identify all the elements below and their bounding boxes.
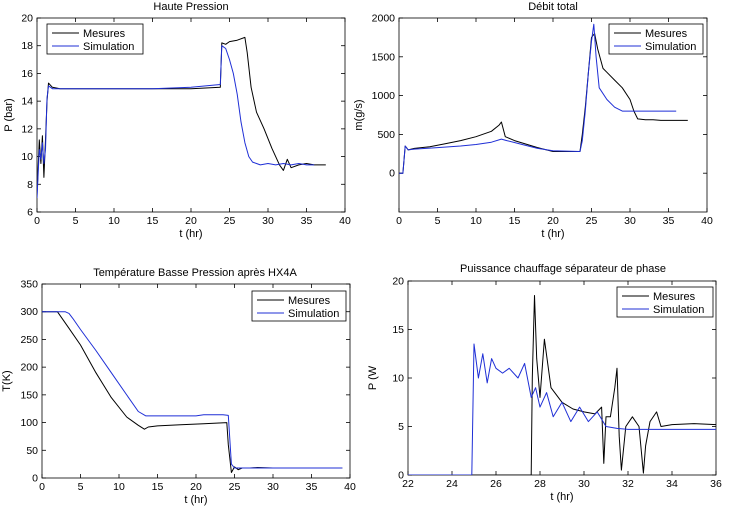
chart-title: Haute Pression bbox=[153, 1, 228, 13]
y-tick-label: 150 bbox=[20, 389, 38, 401]
x-tick-label: 15 bbox=[152, 481, 164, 493]
x-tick-label: 30 bbox=[578, 478, 590, 490]
x-tick-label: 34 bbox=[666, 478, 678, 490]
x-tick-label: 5 bbox=[435, 215, 441, 227]
x-tick-label: 20 bbox=[185, 215, 197, 227]
x-tick-label: 30 bbox=[267, 481, 279, 493]
legend-label: Mesures bbox=[645, 28, 688, 40]
y-tick-label: 20 bbox=[392, 276, 404, 288]
y-tick-label: 200 bbox=[20, 362, 38, 374]
x-tick-label: 30 bbox=[262, 215, 274, 227]
legend-box bbox=[46, 23, 144, 55]
y-tick-label: 8 bbox=[27, 179, 33, 191]
legend-box bbox=[608, 23, 704, 55]
y-tick-label: 2000 bbox=[372, 13, 396, 25]
x-tick-label: 0 bbox=[396, 215, 402, 227]
y-tick-label: 0 bbox=[389, 168, 395, 180]
series-line-simulation bbox=[399, 23, 677, 174]
legend-label: Mesures bbox=[83, 28, 126, 40]
y-tick-label: 15 bbox=[392, 324, 404, 336]
x-tick-label: 35 bbox=[663, 215, 675, 227]
series-line-simulation bbox=[37, 45, 315, 199]
chart-debit-total: Débit total 0 5 10 15 20 25 30 35 40 0 500 1000 1500… bbox=[353, 1, 713, 240]
y-tick-label: 1500 bbox=[372, 51, 396, 63]
legend-label: Simulation bbox=[83, 41, 134, 53]
legend-label: Mesures bbox=[288, 295, 331, 307]
x-axis-label: t (hr) bbox=[184, 494, 207, 506]
x-tick-label: 10 bbox=[113, 481, 125, 493]
chart-haute-pression: Haute Pression 0 5 10 15 20 25 30 35 40 6 8 10 12 14 1… bbox=[3, 1, 351, 240]
legend-label: Simulation bbox=[288, 308, 339, 320]
x-tick-label: 40 bbox=[344, 481, 356, 493]
chart-title: Puissance chauffage séparateur de phase bbox=[460, 263, 666, 275]
x-tick-label: 20 bbox=[547, 215, 559, 227]
x-tick-label: 40 bbox=[339, 215, 351, 227]
y-axis-label: T(K) bbox=[1, 370, 13, 391]
y-tick-label: 300 bbox=[20, 306, 38, 318]
y-tick-label: 18 bbox=[21, 40, 33, 52]
chart-title: Débit total bbox=[528, 1, 578, 13]
y-tick-label: 50 bbox=[26, 445, 38, 457]
x-tick-label: 22 bbox=[402, 478, 414, 490]
y-tick-label: 0 bbox=[398, 470, 404, 482]
y-axis-label: m(g/s) bbox=[353, 99, 365, 130]
x-tick-label: 5 bbox=[73, 215, 79, 227]
y-tick-label: 0 bbox=[32, 473, 38, 485]
x-tick-label: 35 bbox=[306, 481, 318, 493]
y-tick-label: 250 bbox=[20, 334, 38, 346]
y-tick-label: 350 bbox=[20, 279, 38, 291]
y-tick-label: 14 bbox=[21, 96, 33, 108]
x-tick-label: 20 bbox=[190, 481, 202, 493]
x-tick-label: 32 bbox=[622, 478, 634, 490]
y-tick-label: 100 bbox=[20, 417, 38, 429]
series-line-mesures bbox=[408, 295, 716, 475]
legend-label: Simulation bbox=[653, 304, 704, 316]
x-tick-label: 10 bbox=[470, 215, 482, 227]
y-tick-label: 10 bbox=[392, 373, 404, 385]
x-tick-label: 15 bbox=[509, 215, 521, 227]
series-line-simulation bbox=[408, 343, 716, 475]
y-tick-label: 6 bbox=[27, 207, 33, 219]
legend-label: Mesures bbox=[653, 291, 696, 303]
x-tick-label: 10 bbox=[108, 215, 120, 227]
x-tick-label: 25 bbox=[224, 215, 236, 227]
series-line-simulation bbox=[42, 311, 343, 469]
y-axis-label: P (bar) bbox=[3, 98, 15, 131]
x-axis-label: t (hr) bbox=[179, 228, 202, 240]
x-tick-label: 15 bbox=[147, 215, 159, 227]
y-axis-label: P (W bbox=[367, 365, 379, 390]
x-tick-label: 24 bbox=[446, 478, 458, 490]
x-tick-label: 28 bbox=[534, 478, 546, 490]
legend-label: Simulation bbox=[645, 41, 696, 53]
x-tick-label: 0 bbox=[39, 481, 45, 493]
y-tick-label: 16 bbox=[21, 68, 33, 80]
chart-puissance-chauffage: Puissance chauffage séparateur de phase … bbox=[367, 263, 722, 503]
x-tick-label: 30 bbox=[624, 215, 636, 227]
y-tick-label: 500 bbox=[377, 129, 395, 141]
x-tick-label: 0 bbox=[34, 215, 40, 227]
x-tick-label: 25 bbox=[586, 215, 598, 227]
y-tick-label: 12 bbox=[21, 123, 33, 135]
chart-title: Température Basse Pression après HX4A bbox=[93, 267, 297, 279]
chart-temperature-basse-pression: Température Basse Pression après HX4A 0 5… bbox=[1, 267, 356, 506]
series-line-mesures bbox=[399, 33, 688, 174]
x-tick-label: 26 bbox=[490, 478, 502, 490]
legend-box bbox=[616, 286, 714, 318]
y-tick-label: 1000 bbox=[372, 90, 396, 102]
x-axis-label: t (hr) bbox=[541, 228, 564, 240]
x-tick-label: 40 bbox=[701, 215, 713, 227]
x-axis-label: t (hr) bbox=[550, 491, 573, 503]
y-tick-label: 20 bbox=[21, 13, 33, 25]
y-tick-label: 10 bbox=[21, 151, 33, 163]
x-tick-label: 5 bbox=[78, 481, 84, 493]
x-tick-label: 25 bbox=[229, 481, 241, 493]
x-tick-label: 36 bbox=[710, 478, 722, 490]
legend-box bbox=[251, 290, 347, 322]
y-tick-label: 5 bbox=[398, 421, 404, 433]
x-tick-label: 35 bbox=[301, 215, 313, 227]
